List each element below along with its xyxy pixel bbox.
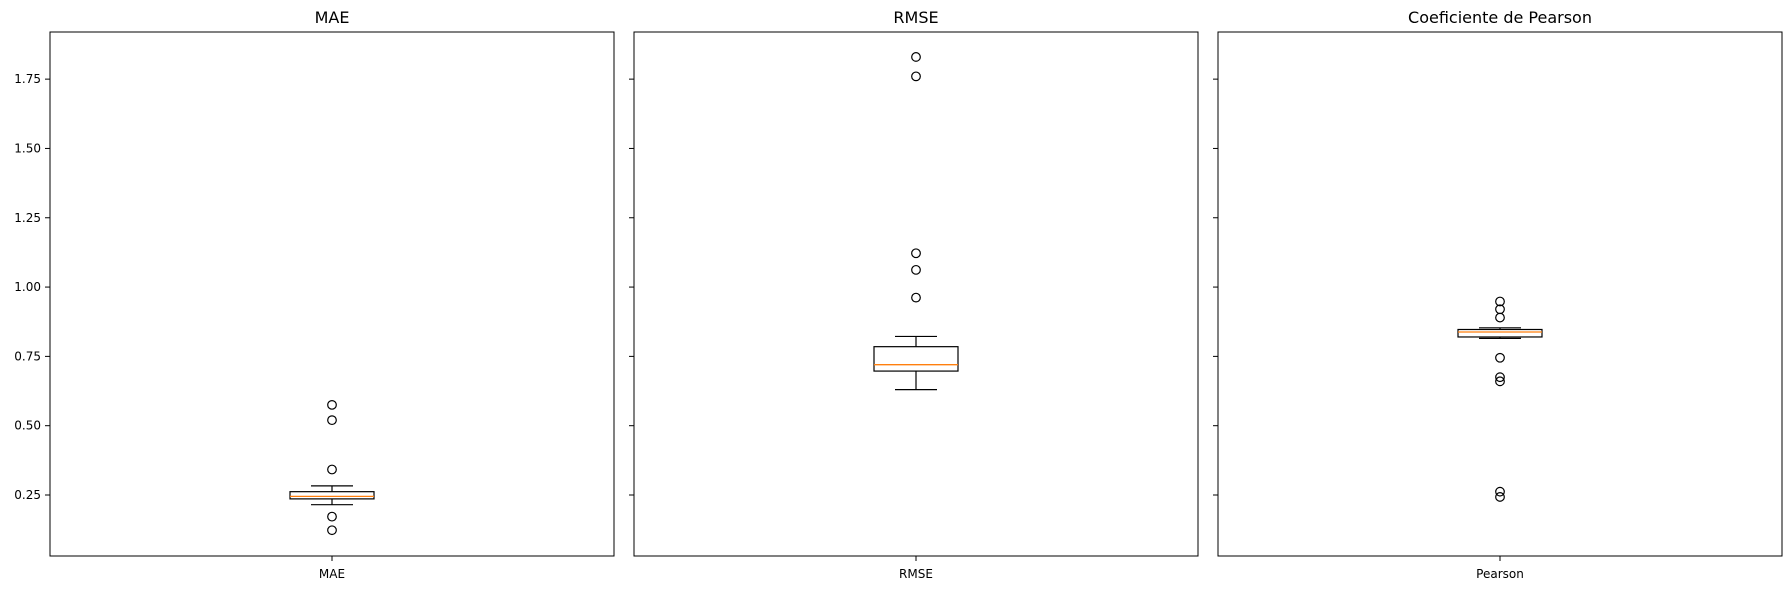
outlier-point	[327, 399, 337, 410]
axes-frame	[49, 31, 615, 557]
outlier-point	[327, 525, 337, 536]
chart-title: RMSE	[893, 8, 938, 27]
outlier-point	[1495, 376, 1505, 387]
outlier-point	[327, 464, 337, 475]
y-tick-label: 0.25	[14, 488, 41, 502]
outlier-point	[911, 292, 921, 303]
outlier-point	[911, 52, 921, 62]
outlier-point	[1495, 486, 1505, 497]
x-tick-label: RMSE	[899, 567, 933, 581]
x-tick-label: MAE	[319, 567, 345, 581]
y-tick-label: 0.50	[14, 419, 41, 433]
outlier-point	[911, 71, 921, 82]
axes-frame	[633, 31, 1199, 557]
box	[873, 346, 959, 372]
outlier-point	[327, 415, 337, 426]
chart-title: Coeficiente de Pearson	[1408, 8, 1592, 27]
y-tick-label: 1.00	[14, 280, 41, 294]
y-tick-label: 0.75	[14, 349, 41, 363]
mae-panel: MAE MAE 0.25 0.50 0.75 1.00 1.25 1.50 1.75	[14, 8, 615, 581]
axes-frame	[1217, 31, 1783, 557]
outlier-point	[1495, 372, 1505, 383]
outlier-point	[327, 511, 337, 522]
box	[289, 491, 375, 500]
outlier-point	[1495, 312, 1505, 323]
outlier-point	[1495, 492, 1505, 502]
y-tick-label: 1.75	[14, 72, 41, 86]
outlier-point	[1495, 352, 1505, 363]
outlier-point	[911, 248, 921, 259]
outlier-point	[1495, 296, 1505, 307]
x-tick-label: Pearson	[1476, 567, 1524, 581]
outlier-point	[911, 264, 921, 275]
chart-title: MAE	[315, 8, 350, 27]
pearson-panel: Coeficiente de Pearson Pearson	[1213, 8, 1783, 581]
box	[1457, 328, 1543, 338]
rmse-panel: RMSE RMSE	[629, 8, 1199, 581]
y-tick-label: 1.50	[14, 141, 41, 155]
y-tick-label: 1.25	[14, 211, 41, 225]
